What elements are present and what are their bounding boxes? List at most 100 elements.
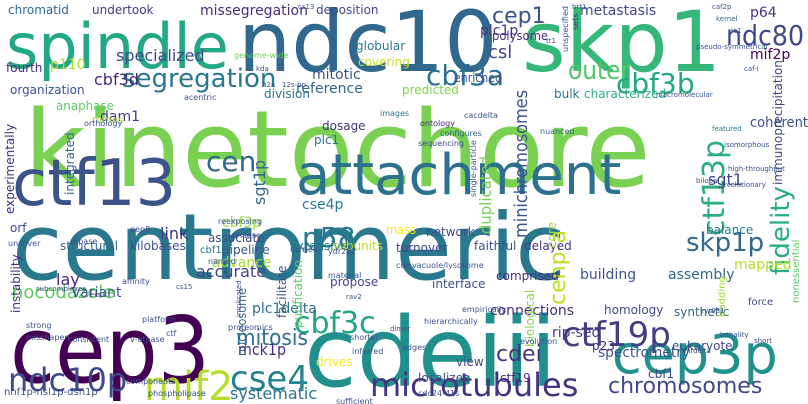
word-cloud-word: outer: [568, 56, 630, 86]
word-cloud-word: kinetochore: [24, 88, 651, 211]
word-cloud-word: short: [754, 337, 772, 345]
word-cloud-word: v-atpase: [130, 335, 165, 344]
word-cloud-word: sets: [571, 14, 580, 31]
word-cloud-word: ctf19p: [562, 315, 671, 355]
word-cloud-word: mrnas: [92, 115, 124, 126]
word-cloud-word: fourth: [6, 61, 43, 75]
word-cloud-word: building: [580, 267, 637, 283]
word-cloud-word: dimer: [390, 325, 411, 333]
word-cloud-word: interface: [432, 277, 486, 291]
word-cloud-word: hirdelta: [684, 347, 711, 355]
word-cloud-word: pseudo-symmetrical: [696, 43, 768, 51]
word-cloud-word: tt1: [546, 37, 556, 45]
word-cloud-word: subunits: [332, 239, 383, 253]
word-cloud-word: mif2: [144, 364, 234, 404]
word-cloud-word: dosage: [322, 119, 366, 133]
word-cloud-word: skp1p: [686, 228, 765, 258]
word-cloud-word: caf-i: [744, 65, 759, 73]
word-cloud-word: orthology: [84, 119, 123, 128]
word-cloud-word: images: [380, 109, 410, 118]
word-cloud-word: ndc80: [726, 19, 804, 52]
word-cloud-word: cs15: [176, 283, 193, 291]
word-cloud-word: cbf3b: [616, 67, 695, 100]
word-cloud-word: strong: [26, 321, 52, 330]
word-cloud-word: bulk: [554, 87, 580, 101]
word-cloud-word: cse4p: [302, 197, 344, 213]
word-cloud-word: cdeiii: [304, 297, 557, 404]
word-cloud-word: turnover: [396, 241, 448, 255]
word-cloud-word: nonessential: [791, 240, 802, 304]
word-cloud-word: ers1: [90, 291, 106, 299]
word-cloud-word: view: [456, 355, 484, 369]
word-cloud-word: carried: [290, 245, 318, 254]
word-cloud-word: hrt1: [572, 3, 587, 11]
word-cloud-word: cbf3a: [426, 59, 504, 92]
word-cloud-word: bilobal: [696, 177, 720, 185]
word-cloud-word: accurate: [196, 262, 267, 281]
word-cloud-word: kda: [256, 65, 269, 73]
word-cloud-word: uncover: [8, 239, 41, 248]
word-cloud-word: ndc10p: [8, 361, 128, 399]
word-cloud-word: rav2: [346, 293, 362, 301]
word-cloud-word: cacdelta: [464, 111, 498, 120]
word-cloud-word: pep8: [130, 225, 151, 234]
word-cloud-word: kernel: [716, 15, 738, 23]
word-cloud-word: proteomics: [228, 323, 273, 332]
word-cloud-word: high-throughput: [728, 165, 785, 173]
word-cloud-word: kilobases: [130, 239, 186, 253]
word-cloud-word: material: [328, 271, 362, 280]
word-cloud-word: localizes: [418, 371, 470, 385]
word-cloud-word: dnaase: [232, 231, 262, 240]
word-cloud-word: experimentally: [3, 124, 17, 215]
word-cloud-word: misshapen: [26, 333, 70, 342]
word-cloud-word: coherent: [750, 115, 808, 131]
word-cloud-word: hierarchically: [424, 317, 478, 326]
word-cloud-word: components: [126, 377, 176, 386]
word-cloud-word: plc1: [314, 133, 340, 147]
word-cloud-word: cdei: [496, 342, 542, 367]
word-cloud-word: acentric: [184, 93, 217, 102]
word-cloud-word: propose: [330, 275, 379, 289]
word-cloud-word: centromeric: [12, 194, 566, 301]
word-cloud-word: anaphase: [56, 99, 114, 113]
word-cloud-word: cde: [396, 261, 411, 270]
word-cloud-word: pipeline: [222, 243, 270, 257]
word-cloud-word: mass: [386, 223, 416, 237]
word-cloud-word: cen: [206, 145, 257, 178]
word-cloud-word: platform: [142, 315, 176, 324]
word-cloud-word: instability: [9, 254, 23, 313]
word-cloud-word: chromatid: [8, 3, 69, 17]
word-cloud-word: ontology: [420, 119, 455, 128]
word-cloud-word: empirically: [462, 305, 507, 314]
word-cloud-word: mapped: [734, 257, 792, 273]
word-cloud-word: caf2p: [712, 3, 732, 11]
word-cloud-word: force: [748, 297, 774, 308]
word-cloud-word: microtubules: [370, 366, 579, 404]
word-cloud-word: duplicated: [476, 156, 495, 234]
word-cloud-word: genome-wide: [234, 51, 289, 60]
word-cloud-word: inferred: [352, 347, 384, 356]
word-cloud-word: ctf: [166, 329, 177, 338]
word-cloud-word: assembly: [668, 267, 735, 283]
word-cloud-word: cbf3p: [222, 215, 262, 231]
word-cloud-word: synthetic: [674, 305, 730, 319]
word-cloud-word: ctf19: [500, 371, 531, 385]
word-cloud-word: plc1p: [480, 23, 519, 39]
word-cloud-word: homology: [604, 303, 664, 317]
word-cloud-word: featured: [712, 125, 742, 133]
word-cloud-word: h2a: [262, 81, 276, 89]
word-cloud-word: characterized: [584, 87, 667, 101]
word-cloud-word: subcomplexes: [36, 285, 86, 293]
word-cloud-word: eukaryote: [672, 339, 733, 353]
word-cloud-word: metastasis: [580, 3, 657, 19]
word-cloud-word: cbf1: [648, 367, 675, 381]
word-cloud-word: macromolecular: [656, 91, 713, 99]
word-cloud-word: isomorphous: [724, 141, 770, 149]
word-cloud-word: p23: [592, 339, 615, 353]
word-cloud-word: skp1: [522, 0, 722, 91]
word-cloud-word: single-particle: [469, 140, 478, 197]
word-cloud-word: structural: [60, 239, 119, 253]
word-cloud-word: segregation: [122, 64, 277, 94]
word-cloud-word: minichromosomes: [511, 90, 532, 238]
word-cloud-word: lay: [56, 270, 80, 289]
